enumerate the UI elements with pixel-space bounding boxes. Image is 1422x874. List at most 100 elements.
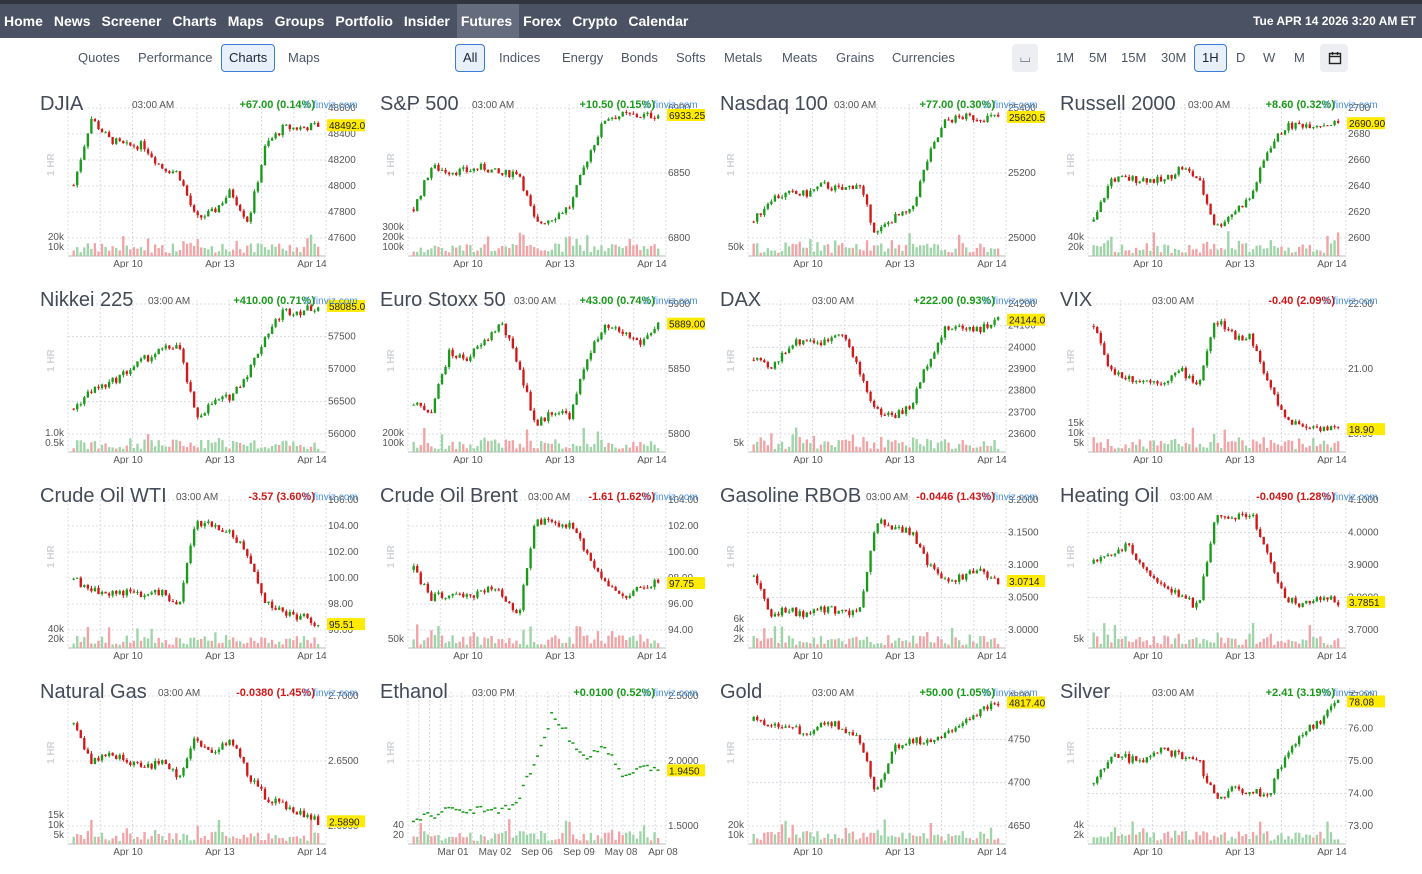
chart-source[interactable]: © finviz.com: [1323, 100, 1378, 111]
volume-bar: [798, 437, 801, 452]
view-tab-maps[interactable]: Maps: [288, 50, 320, 65]
timeframe-15m[interactable]: 15M: [1121, 50, 1147, 65]
chart-title[interactable]: Gold: [720, 681, 763, 703]
chart-title[interactable]: S&P 500: [380, 93, 459, 115]
chart-source[interactable]: © finviz.com: [643, 492, 698, 503]
chart-change: +2.41 (3.19%): [1265, 687, 1335, 699]
category-tab-bonds[interactable]: Bonds: [621, 50, 658, 65]
nav-portfolio[interactable]: Portfolio: [335, 13, 393, 29]
view-tab-performance[interactable]: Performance: [138, 50, 213, 65]
candle-body: [430, 592, 433, 601]
timeframe-1m[interactable]: 1M: [1056, 50, 1075, 65]
chart-source[interactable]: © finviz.com: [983, 296, 1038, 307]
chart-title[interactable]: Crude Oil Brent: [380, 485, 518, 507]
category-tab-grains[interactable]: Grains: [836, 50, 875, 65]
volume-bar: [486, 441, 490, 452]
category-tab-metals[interactable]: Metals: [724, 50, 763, 65]
chart-source[interactable]: © finviz.com: [983, 100, 1038, 111]
candle-body: [260, 165, 263, 183]
chart-title[interactable]: Nasdaq 100: [720, 93, 828, 115]
chart-source[interactable]: © finviz.com: [1323, 688, 1378, 699]
volume-bar: [795, 834, 798, 844]
volume-tick: 20k: [1068, 242, 1085, 253]
last-price-label: 1.9450: [669, 766, 700, 777]
calendar-icon[interactable]: [1320, 44, 1348, 72]
nav-forex[interactable]: Forex: [523, 13, 562, 29]
volume-bar: [568, 637, 571, 648]
chart-title[interactable]: Ethanol: [380, 681, 448, 703]
last-price-label: 24144.0: [1009, 316, 1045, 327]
candle-body: [1255, 514, 1258, 530]
chart-russell-2000[interactable]: 2700 2680 2660 2640 2620 2600 40k 20k Apr 10 Apr …: [1060, 88, 1400, 284]
chart-title[interactable]: DAX: [720, 289, 762, 311]
price-mark: [426, 812, 430, 814]
chart-djia[interactable]: 48600 48400 48200 48000 47800 47600 20k 10k Apr …: [40, 88, 380, 284]
nav-futures[interactable]: Futures: [456, 4, 520, 38]
chart-title[interactable]: DJIA: [40, 93, 84, 115]
chart-ethanol[interactable]: 2.5000 2.0000 1.5000 40 20 Mar 01 May 02 Sep 06…: [380, 676, 720, 872]
chart-title[interactable]: VIX: [1060, 289, 1093, 311]
chart-title[interactable]: Russell 2000: [1060, 93, 1176, 115]
chart-source[interactable]: © finviz.com: [1323, 492, 1378, 503]
timeframe-5m[interactable]: 5M: [1089, 50, 1108, 65]
chart-title[interactable]: Heating Oil: [1060, 485, 1159, 507]
chart-source[interactable]: © finviz.com: [983, 688, 1038, 699]
chart-source[interactable]: © finviz.com: [303, 492, 358, 503]
chart-gasoline-rbob[interactable]: 3.2000 3.1500 3.1000 3.0500 3.0000 6k 4k 2k Apr …: [720, 480, 1060, 676]
chart-source[interactable]: © finviz.com: [1323, 296, 1378, 307]
chart-source[interactable]: © finviz.com: [643, 688, 698, 699]
chart-source[interactable]: © finviz.com: [303, 688, 358, 699]
timeframe-1h[interactable]: 1H: [1194, 44, 1227, 72]
category-tab-indices[interactable]: Indices: [499, 50, 541, 65]
chart-dax[interactable]: 24200 24100 24000 23900 23800 23700 23600 5k Apr…: [720, 284, 1060, 480]
chart-crude-oil-wti[interactable]: 106.00 104.00 102.00 100.00 98.00 96.00 40k 20k…: [40, 480, 380, 676]
chart-source[interactable]: © finviz.com: [643, 296, 698, 307]
category-tab-meats[interactable]: Meats: [782, 50, 818, 65]
candles-icon[interactable]: ⌴: [1012, 44, 1038, 72]
candle-body: [1113, 369, 1117, 375]
volume-bar: [1103, 243, 1106, 256]
chart-s-p-500[interactable]: 6900 6850 6800 300k 200k 100k Apr 10 Apr 13 Apr …: [380, 88, 720, 284]
nav-crypto[interactable]: Crypto: [572, 13, 618, 29]
chart-source[interactable]: © finviz.com: [643, 100, 698, 111]
nav-calendar[interactable]: Calendar: [628, 13, 689, 29]
timeframe-d[interactable]: D: [1236, 50, 1246, 65]
chart-source[interactable]: © finviz.com: [303, 296, 358, 307]
timeframe-m[interactable]: M: [1294, 50, 1305, 65]
chart-title[interactable]: Euro Stoxx 50: [380, 289, 506, 311]
chart-title[interactable]: Natural Gas: [40, 681, 147, 703]
timeframe-30m[interactable]: 30M: [1161, 50, 1187, 65]
nav-groups[interactable]: Groups: [274, 13, 325, 29]
chart-title[interactable]: Silver: [1060, 681, 1111, 703]
chart-source[interactable]: © finviz.com: [303, 100, 358, 111]
view-tab-charts[interactable]: Charts: [221, 44, 276, 72]
chart-title[interactable]: Crude Oil WTI: [40, 485, 167, 507]
volume-bar: [107, 627, 111, 648]
nav-charts[interactable]: Charts: [172, 13, 217, 29]
chart-title[interactable]: Gasoline RBOB: [720, 485, 862, 507]
timeframe-w[interactable]: W: [1263, 50, 1276, 65]
volume-bar: [1319, 250, 1322, 256]
category-tab-softs[interactable]: Softs: [676, 50, 706, 65]
chart-crude-oil-brent[interactable]: 104.00102.00100.0098.0096.0094.0050kApr …: [380, 480, 720, 676]
chart-euro-stoxx-50[interactable]: 5900 5850 5800 200k 100k Apr 10 Apr 13 Apr 14 58…: [380, 284, 720, 480]
nav-insider[interactable]: Insider: [403, 13, 450, 29]
nav-screener[interactable]: Screener: [101, 13, 162, 29]
category-tab-currencies[interactable]: Currencies: [892, 50, 955, 65]
chart-source[interactable]: © finviz.com: [983, 492, 1038, 503]
view-tab-quotes[interactable]: Quotes: [78, 50, 120, 65]
chart-title[interactable]: Nikkei 225: [40, 289, 134, 311]
category-tab-all[interactable]: All: [455, 44, 486, 72]
nav-home[interactable]: Home: [4, 13, 43, 29]
nav-news[interactable]: News: [53, 13, 91, 29]
volume-bar: [823, 441, 826, 452]
category-tab-energy[interactable]: Energy: [562, 50, 604, 65]
chart-nasdaq-100[interactable]: 25400 25200 25000 50k Apr 10 Apr 13 Apr 14 2562…: [720, 88, 1060, 284]
nav-maps[interactable]: Maps: [227, 13, 264, 29]
